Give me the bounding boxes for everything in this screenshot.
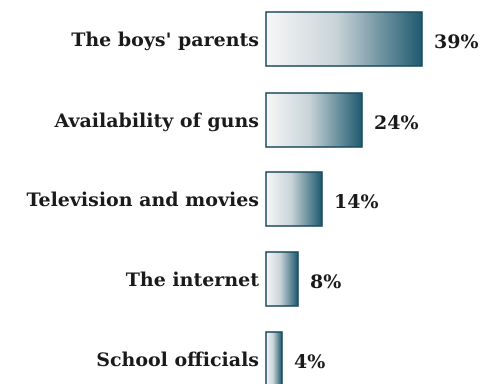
category-label: The internet: [126, 269, 259, 291]
bar-row: The boys' parents 39%: [71, 11, 479, 67]
category-label: School officials: [96, 349, 259, 371]
bars-layer: The boys' parents 39% Availability of guns…: [27, 11, 479, 384]
bar: [265, 92, 363, 148]
bar: [265, 331, 283, 384]
bar: [265, 251, 299, 307]
category-label: The boys' parents: [71, 29, 259, 51]
bar-row: The internet 8%: [126, 251, 341, 307]
category-label: Availability of guns: [53, 110, 259, 132]
value-label: 8%: [310, 271, 341, 293]
bar-row: Television and movies 14%: [27, 171, 379, 227]
bar-row: Availability of guns 24%: [53, 92, 419, 148]
bar: [265, 11, 423, 67]
value-label: 4%: [294, 351, 325, 373]
value-label: 24%: [374, 112, 419, 134]
bar: [265, 171, 323, 227]
value-label: 14%: [334, 191, 379, 213]
category-label: Television and movies: [27, 189, 259, 211]
bar-row: School officials 4%: [96, 331, 325, 384]
value-label: 39%: [434, 31, 479, 53]
